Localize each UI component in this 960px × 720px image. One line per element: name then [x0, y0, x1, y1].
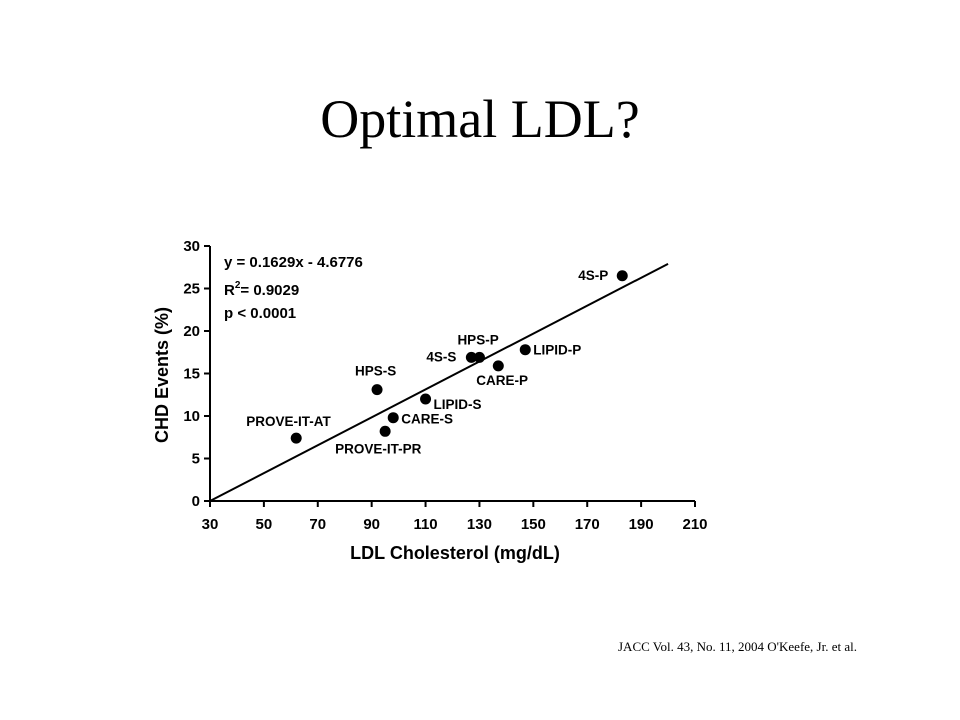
slide-title: Optimal LDL? [320, 89, 640, 149]
y-tick-label: 30 [183, 238, 200, 255]
x-tick-label: 210 [682, 516, 707, 533]
equation-annotation: y = 0.1629x - 4.6776 [224, 254, 363, 271]
point-label: PROVE-IT-PR [335, 441, 422, 456]
trendline [209, 262, 669, 502]
point-label: PROVE-IT-AT [246, 414, 331, 429]
point-label: 4S-S [426, 349, 456, 364]
x-tick-label: 130 [467, 516, 492, 533]
data-point [519, 344, 531, 356]
r-squared-r: R [224, 282, 235, 299]
ticks: 0 5 10 15 20 25 30 30 50 70 90 110 130 150 170 190 210 [183, 238, 707, 533]
data-point [420, 393, 432, 405]
x-axis-title: LDL Cholesterol (mg/dL) [350, 543, 560, 563]
point-label: 4S-P [578, 268, 608, 283]
trendline-group [209, 262, 669, 502]
y-tick-label: 0 [192, 493, 200, 510]
y-tick-label: 10 [183, 408, 200, 425]
data-point [379, 425, 391, 437]
data-point [290, 432, 302, 444]
x-tick-label: 30 [202, 516, 219, 533]
data-point [465, 351, 477, 363]
x-tick-label: 90 [363, 516, 380, 533]
x-tick-label: 190 [629, 516, 654, 533]
y-axis-title: CHD Events (%) [152, 307, 172, 443]
point-label: LIPID-S [434, 397, 482, 412]
x-tick-label: 110 [413, 516, 437, 533]
r-squared-value: = 0.9029 [240, 282, 299, 299]
point-labels: PROVE-IT-AT PROVE-IT-PR HPS-S CARE-SLIPID-S… [246, 268, 608, 457]
r-squared-exponent: 2 [235, 280, 241, 291]
data-point [473, 351, 485, 363]
data-point [387, 412, 399, 424]
y-tick-label: 15 [183, 366, 200, 383]
point-label: HPS-S [355, 364, 396, 379]
data-point [616, 270, 628, 282]
point-label: CARE-P [476, 373, 528, 388]
point-label: HPS-P [457, 332, 498, 347]
point-label: LIPID-P [533, 343, 581, 358]
y-tick-label: 5 [192, 451, 200, 468]
data-point [371, 384, 383, 396]
x-tick-label: 70 [309, 516, 326, 533]
data-points [290, 270, 628, 444]
p-value-annotation: p < 0.0001 [224, 305, 296, 322]
y-tick-label: 25 [183, 281, 200, 298]
citation: JACC Vol. 43, No. 11, 2004 O'Keefe, Jr. … [618, 639, 857, 654]
x-tick-label: 170 [575, 516, 600, 533]
x-tick-label: 150 [521, 516, 546, 533]
x-tick-label: 50 [256, 516, 273, 533]
r-squared-annotation: R2= 0.9029 [224, 280, 299, 299]
y-tick-label: 20 [183, 323, 200, 340]
data-point [492, 360, 504, 372]
point-label: CARE-S [401, 412, 453, 427]
